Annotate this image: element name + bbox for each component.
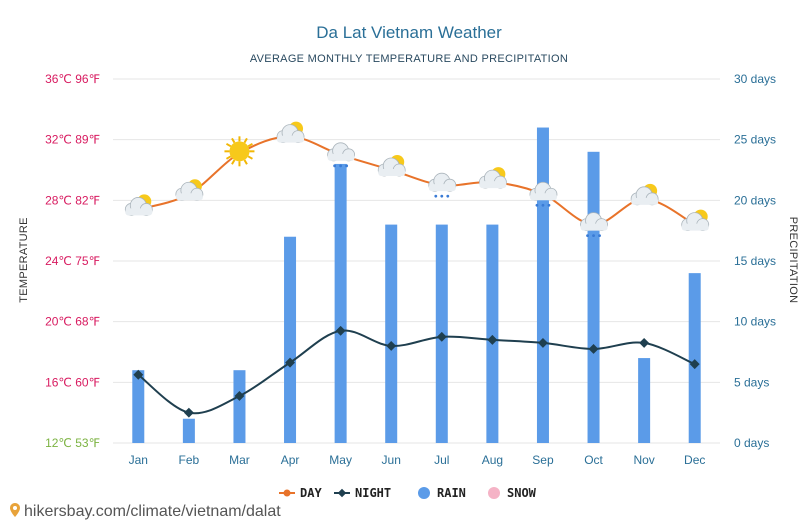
night-point xyxy=(689,359,700,370)
source-link[interactable]: hikersbay.com/climate/vietnam/dalat xyxy=(24,503,281,520)
partly-cloudy-icon xyxy=(124,194,153,216)
y-right-tick-label: 25 days xyxy=(734,133,776,147)
partly-cloudy-icon xyxy=(377,155,406,177)
x-tick-label: Sep xyxy=(532,453,554,467)
rain-bar xyxy=(688,273,701,443)
location-pin-icon xyxy=(10,503,20,517)
rain-bar xyxy=(587,151,600,444)
x-tick-label: Nov xyxy=(633,453,654,467)
partly-cloudy-icon xyxy=(175,179,204,201)
legend-marker xyxy=(283,489,291,497)
y-left-tick-label: 36℃ 96℉ xyxy=(45,72,100,86)
legend-swatch xyxy=(488,487,500,499)
x-tick-label: Oct xyxy=(584,453,603,467)
legend: DAY NIGHT RAIN SNOW xyxy=(279,486,537,500)
legend-item-snow: SNOW xyxy=(488,486,537,500)
legend-item-night: NIGHT xyxy=(334,486,391,500)
legend-label: RAIN xyxy=(437,486,466,500)
x-tick-label: Jun xyxy=(382,453,401,467)
source-credit[interactable]: hikersbay.com/climate/vietnam/dalat xyxy=(10,503,281,520)
y-left-tick-label: 32℃ 89℉ xyxy=(45,133,100,147)
y-left-tick-label: 16℃ 60℉ xyxy=(45,375,100,389)
rain-bar xyxy=(536,127,549,444)
legend-marker xyxy=(337,488,347,498)
partly-cloudy-icon xyxy=(276,121,305,144)
rain-cloud-icon xyxy=(529,181,558,207)
rain-bar xyxy=(334,163,347,443)
y-left-tick-label: 20℃ 68℉ xyxy=(45,315,100,329)
grid-lines xyxy=(113,78,720,444)
sun-icon xyxy=(224,136,255,167)
x-tick-label: Mar xyxy=(229,453,250,467)
night-point xyxy=(183,407,194,418)
night-point xyxy=(538,337,548,348)
x-tick-label: Feb xyxy=(179,453,200,467)
rain-cloud-icon xyxy=(327,142,356,168)
partly-cloudy-icon xyxy=(681,209,710,232)
rain-cloud-icon xyxy=(580,212,608,237)
night-point xyxy=(234,391,245,401)
y-right-tick-label: 5 days xyxy=(734,375,769,389)
rain-bar xyxy=(132,370,145,443)
rain-bar xyxy=(182,418,195,443)
night-point xyxy=(588,344,599,354)
night-point xyxy=(335,325,346,336)
night-temperature-line xyxy=(137,329,696,415)
rain-bar xyxy=(486,224,499,443)
weather-icons xyxy=(124,121,710,237)
y-right-tick-label: 20 days xyxy=(734,193,776,207)
legend-item-day: DAY xyxy=(279,486,322,500)
y-left-tick-label: 12℃ 53℉ xyxy=(45,436,100,450)
temperature-lines xyxy=(133,135,700,418)
x-tick-label: Aug xyxy=(482,453,503,467)
x-tick-label: Jan xyxy=(129,453,148,467)
night-point xyxy=(386,340,397,351)
legend-item-rain: RAIN xyxy=(418,486,466,500)
rain-bar xyxy=(385,224,398,443)
legend-swatch xyxy=(418,487,430,499)
night-point xyxy=(487,334,498,345)
night-point xyxy=(436,331,447,342)
night-point xyxy=(285,357,295,368)
x-tick-label: Apr xyxy=(281,453,300,467)
y-left-tick-label: 28℃ 82℉ xyxy=(45,193,100,207)
rain-cloud-icon xyxy=(428,172,457,198)
legend-label: SNOW xyxy=(507,486,537,500)
y-right-tick-label: 10 days xyxy=(734,315,776,329)
x-tick-label: Jul xyxy=(434,453,449,467)
night-point xyxy=(133,369,144,380)
axis-ticks: 36℃ 96℉ 32℃ 89℉ 28℃ 82℉ 24℃ 75℉ 20℃ 68℉ 16℃ 6… xyxy=(45,72,776,467)
x-tick-label: Dec xyxy=(684,453,705,467)
day-temperature-line xyxy=(138,135,696,226)
x-tick-label: May xyxy=(329,453,352,467)
y-right-tick-label: 15 days xyxy=(734,254,776,268)
partly-cloudy-icon xyxy=(478,167,507,189)
y-left-tick-label: 24℃ 75℉ xyxy=(45,254,100,268)
legend-label: NIGHT xyxy=(355,486,391,500)
rain-bar xyxy=(284,236,297,443)
chart-title: Da Lat Vietnam Weather xyxy=(316,23,502,42)
legend-label: DAY xyxy=(300,486,322,500)
chart-subtitle: AVERAGE MONTHLY TEMPERATURE AND PRECIPIT… xyxy=(250,53,568,65)
night-point xyxy=(639,337,650,348)
y-left-axis-title: TEMPERATURE xyxy=(18,217,30,303)
y-right-tick-label: 0 days xyxy=(734,436,769,450)
y-right-tick-label: 30 days xyxy=(734,72,776,86)
rain-bar xyxy=(233,370,246,443)
y-right-axis-title: PRECIPITATION xyxy=(787,217,799,304)
rain-bars xyxy=(132,127,701,444)
rain-bar xyxy=(638,358,651,443)
partly-cloudy-icon xyxy=(630,183,659,206)
